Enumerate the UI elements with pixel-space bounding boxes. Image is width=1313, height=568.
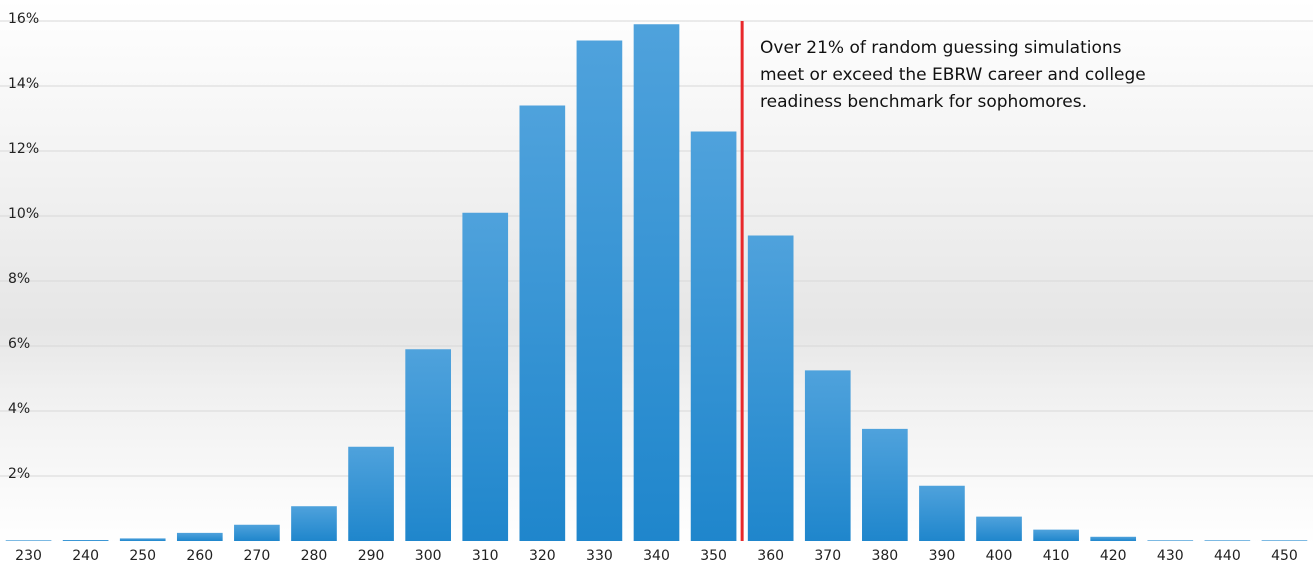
x-tick-label: 440 bbox=[1214, 548, 1241, 564]
bar bbox=[176, 532, 223, 541]
x-tick-label: 370 bbox=[814, 548, 841, 564]
bar bbox=[291, 506, 337, 541]
y-tick-label: 8% bbox=[8, 271, 30, 287]
bar bbox=[1261, 540, 1308, 541]
bar bbox=[576, 40, 623, 541]
x-tick-label: 390 bbox=[929, 548, 956, 564]
annotation-line: Over 21% of random guessing simulations bbox=[760, 38, 1122, 58]
bar bbox=[976, 516, 1022, 541]
y-tick-label: 10% bbox=[8, 206, 39, 222]
bar bbox=[348, 446, 394, 541]
x-tick-label: 400 bbox=[986, 548, 1013, 564]
bar bbox=[1147, 540, 1194, 541]
y-tick-label: 2% bbox=[8, 466, 30, 482]
annotation: Over 21% of random guessing simulations … bbox=[760, 38, 1146, 112]
x-tick-label: 240 bbox=[72, 548, 99, 564]
bar bbox=[62, 540, 109, 541]
x-tick-label: 450 bbox=[1271, 548, 1298, 564]
bar bbox=[633, 24, 680, 541]
x-tick-label: 280 bbox=[301, 548, 328, 564]
bar bbox=[1090, 536, 1137, 541]
bar bbox=[804, 370, 851, 541]
y-tick-label: 16% bbox=[8, 11, 39, 27]
x-tick-label: 330 bbox=[586, 548, 613, 564]
x-tick-label: 360 bbox=[757, 548, 784, 564]
bar bbox=[119, 538, 166, 541]
y-tick-label: 4% bbox=[8, 401, 30, 417]
x-tick-label: 300 bbox=[415, 548, 442, 564]
x-tick-label: 430 bbox=[1157, 548, 1184, 564]
bar bbox=[234, 524, 280, 541]
x-tick-label: 350 bbox=[700, 548, 727, 564]
x-tick-label: 290 bbox=[358, 548, 385, 564]
bar bbox=[405, 349, 451, 541]
x-tick-label: 340 bbox=[643, 548, 670, 564]
annotation-line: meet or exceed the EBRW career and colle… bbox=[760, 65, 1146, 85]
y-tick-label: 6% bbox=[8, 336, 30, 352]
bar bbox=[747, 235, 794, 541]
x-tick-label: 310 bbox=[472, 548, 499, 564]
x-tick-label: 270 bbox=[244, 548, 271, 564]
x-tick-label: 260 bbox=[186, 548, 213, 564]
x-tick-label: 420 bbox=[1100, 548, 1127, 564]
bar bbox=[1033, 529, 1079, 541]
annotation-line: readiness benchmark for sophomores. bbox=[760, 92, 1087, 112]
bar bbox=[862, 428, 908, 541]
bar bbox=[462, 212, 509, 541]
x-tick-label: 410 bbox=[1043, 548, 1070, 564]
x-tick-label: 320 bbox=[529, 548, 556, 564]
x-tick-label: 250 bbox=[129, 548, 156, 564]
bar bbox=[519, 105, 566, 541]
y-tick-label: 14% bbox=[8, 76, 39, 92]
bar bbox=[690, 131, 737, 541]
x-tick-label: 230 bbox=[15, 548, 42, 564]
bar bbox=[1204, 540, 1251, 541]
bar bbox=[5, 540, 52, 541]
bar bbox=[919, 485, 965, 541]
x-tick-label: 380 bbox=[871, 548, 898, 564]
y-tick-label: 12% bbox=[8, 141, 39, 157]
